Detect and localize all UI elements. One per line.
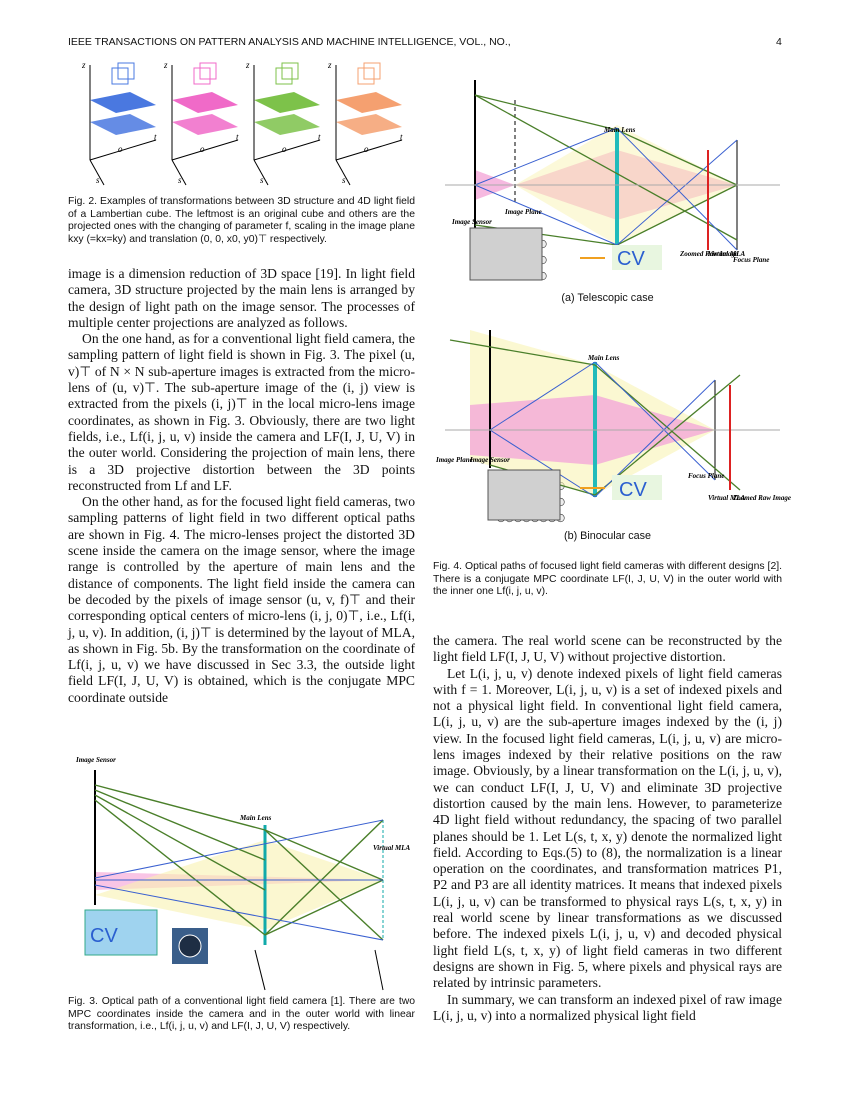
axis-label: t [236, 132, 239, 142]
plane [172, 114, 238, 135]
fig4a-label: Zoomed Raw Image [679, 250, 738, 258]
shape [171, 139, 239, 161]
axis-label: s [178, 175, 182, 185]
plane [90, 92, 156, 113]
fig4b-label: Image Plane [435, 456, 473, 464]
shape [335, 159, 351, 186]
shape [253, 139, 321, 161]
axis-label: z [245, 60, 250, 70]
plane [254, 92, 320, 113]
cube [193, 67, 211, 85]
fig4a-label: Main Lens [603, 126, 636, 134]
plane [172, 92, 238, 113]
fig4a-label: Image Sensor [451, 218, 492, 226]
axis-label: t [318, 132, 321, 142]
axis-label: s [260, 175, 264, 185]
figure-caption: Fig. 2. Examples of transformations betw… [68, 196, 415, 245]
figure-caption: Fig. 3. Optical path of a conventional l… [68, 996, 415, 1033]
page-number: 4 [776, 36, 782, 48]
shape [253, 159, 269, 186]
plane [254, 114, 320, 135]
axis-label: z [81, 60, 86, 70]
cube [363, 62, 381, 80]
paragraph: image is a dimension reduction of 3D spa… [68, 266, 415, 330]
axis-label: s [342, 175, 346, 185]
fig4b-label: Focus Plane [688, 472, 724, 480]
fig4a-label: Virtual MLA [708, 250, 745, 258]
fig4b-label: Main Lens [587, 354, 620, 362]
plane [336, 114, 402, 135]
cube [111, 67, 129, 85]
cv-label: CV [617, 248, 645, 270]
subfigure-caption: (a) Telescopic case [561, 292, 654, 304]
paragraph: On the one hand, as for a conventional l… [68, 331, 415, 493]
plane [90, 114, 156, 135]
figure-4a: CV Main Lens Image Plane Image Sensor Zo… [445, 80, 780, 281]
cube [275, 67, 293, 85]
figure-4b: CV Main Lens Image Plane Image Sensor Fo… [435, 330, 791, 521]
running-header: IEEE TRANSACTIONS ON PATTERN ANALYSIS AN… [68, 36, 511, 48]
fig4a-label: Image Plane [504, 208, 542, 216]
axis-label: o [200, 144, 205, 154]
fig4b-label: Virtual MLA [708, 494, 745, 502]
axis-label: s [96, 175, 100, 185]
paragraph: the camera. The real world scene can be … [433, 633, 782, 665]
figure-3: CV Image Sensor Main Lens Virtual MLA [75, 756, 410, 991]
shape [89, 159, 105, 186]
axis-label: o [118, 144, 123, 154]
cube [117, 62, 135, 80]
plane [336, 92, 402, 113]
axis-label: z [327, 60, 332, 70]
fig3-label: Main Lens [239, 814, 272, 822]
axis-label: t [154, 132, 157, 142]
axis-label: o [364, 144, 369, 154]
axis-label: z [163, 60, 168, 70]
fig3-label: Virtual MLA [373, 844, 410, 852]
cv-label: CV [90, 925, 118, 947]
fig4a-label: Focus Plane [733, 256, 769, 264]
fig4b-label: Image Sensor [469, 456, 510, 464]
cv-label: CV [619, 479, 647, 501]
figure-caption: Fig. 4. Optical paths of focused light f… [433, 561, 782, 598]
paragraph: Let L(i, j, u, v) denote indexed pixels … [433, 665, 782, 991]
body-column-left: image is a dimension reduction of 3D spa… [68, 266, 415, 706]
subfigure-caption: (b) Binocular case [563, 530, 651, 542]
axis-label: o [282, 144, 287, 154]
shape [335, 139, 403, 161]
fig4b-label: Zoomed Raw Image [732, 494, 791, 502]
cube [357, 67, 375, 85]
body-column-right: the camera. The real world scene can be … [433, 633, 782, 1024]
cube [199, 62, 217, 80]
cube [281, 62, 299, 80]
paragraph: In summary, we can transform an indexed … [433, 991, 782, 1023]
shape [171, 159, 187, 186]
fig3-label: Image Sensor [75, 756, 116, 764]
shape [89, 139, 157, 161]
paragraph: On the other hand, as for the focused li… [68, 494, 415, 705]
axis-label: t [400, 132, 403, 142]
